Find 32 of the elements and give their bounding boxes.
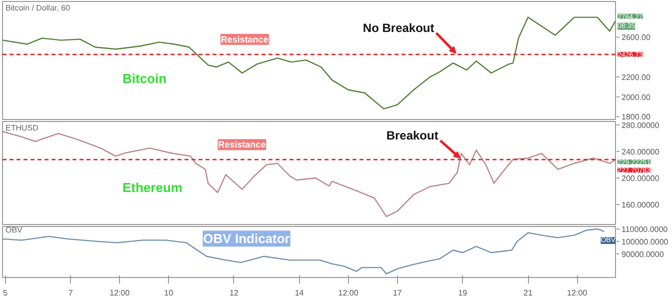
annotation: Ethereum <box>122 180 182 196</box>
x-tick-label: 12:00 <box>338 288 359 298</box>
y-tick-label: 100000.0000 <box>622 237 669 246</box>
annotation: Bitcoin <box>122 70 167 86</box>
x-tick-label: 7 <box>68 288 74 298</box>
chart-title: OBV <box>6 226 24 234</box>
annotation: No Breakout <box>362 21 434 36</box>
x-tick-label: 12:00 <box>567 288 588 298</box>
x-tick-label: 10 <box>164 288 174 298</box>
annotation: Resistance <box>220 34 268 44</box>
y-tick-label: 160.00000 <box>622 200 660 210</box>
x-tick-label: 14 <box>294 288 304 298</box>
y-tick-label: 2200.00 <box>622 72 651 82</box>
annotation: Breakout <box>386 128 438 143</box>
chart-title: Bitcoin / Dollar, 60 <box>6 4 71 12</box>
x-tick-label: 12 <box>229 288 239 298</box>
y-tick-label: 280.00000 <box>622 120 660 130</box>
y-tick-label: 2000.00 <box>622 92 651 102</box>
x-tick-label: 17 <box>392 288 402 298</box>
y-tick-label: 240.00000 <box>622 147 660 156</box>
x-tick-label: 19 <box>458 288 468 298</box>
x-tick-label: 12:00 <box>110 288 130 298</box>
y-tick-label: 200.00000 <box>622 174 660 183</box>
annotation: OBV Indicator <box>203 231 290 246</box>
y-tick-label: 1800.00 <box>622 112 651 122</box>
chart-title: ETHUSD <box>6 124 39 132</box>
y-tick-label: 90000.0000 <box>622 250 664 259</box>
x-tick-label: 21 <box>524 288 534 298</box>
x-tick-label: 5 <box>3 288 8 298</box>
annotation: Resistance <box>218 140 266 150</box>
y-tick-label: 110000.0000 <box>622 224 668 234</box>
y-tick-label: 2600.00 <box>622 33 651 42</box>
